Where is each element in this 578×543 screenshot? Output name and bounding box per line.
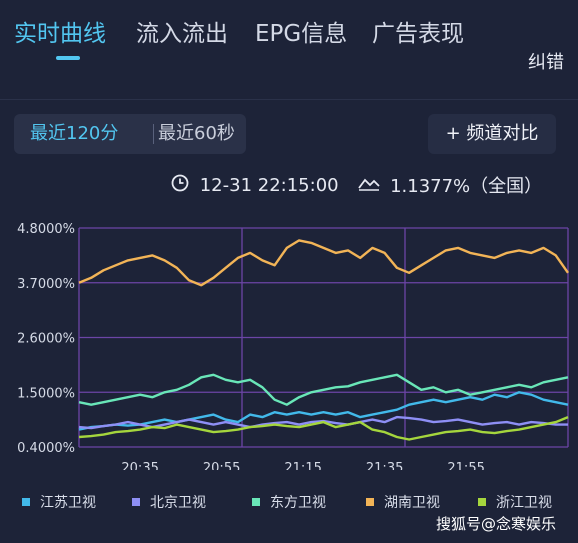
legend-item[interactable]: 浙江卫视 xyxy=(478,492,552,512)
legend-swatch xyxy=(252,498,260,506)
y-tick-label: 0.4000% xyxy=(17,441,75,456)
legend-item[interactable]: 江苏卫视 xyxy=(22,492,96,512)
tab-epg-info[interactable]: EPG信息 xyxy=(255,21,348,47)
legend-label: 江苏卫视 xyxy=(40,495,96,511)
time-range-selector: 最近120分 最近60秒 xyxy=(14,114,246,154)
tab-bar: 实时曲线 流入流出 EPG信息 广告表现 xyxy=(0,0,578,60)
series-line-2 xyxy=(78,373,569,406)
series-line-4 xyxy=(78,415,569,441)
channel-compare-button[interactable]: + 频道对比 xyxy=(428,114,556,154)
range-option-60-seconds[interactable]: 最近60秒 xyxy=(158,123,235,144)
segment-divider xyxy=(153,124,154,144)
correction-button[interactable]: 纠错 xyxy=(528,52,564,73)
y-tick-label: 4.8000% xyxy=(17,222,75,237)
clock-icon xyxy=(170,173,190,198)
y-tick-label: 1.5000% xyxy=(17,386,75,401)
x-tick-label: 21:55 xyxy=(447,461,484,470)
active-tab-indicator xyxy=(56,56,80,60)
legend-swatch xyxy=(478,498,486,506)
tab-realtime-curve[interactable]: 实时曲线 xyxy=(14,21,106,47)
legend-label: 湖南卫视 xyxy=(384,495,440,511)
x-tick-label: 21:35 xyxy=(366,461,403,470)
status-line: 12-31 22:15:00 1.1377%（全国） xyxy=(170,172,543,198)
legend-swatch xyxy=(22,498,30,506)
legend-label: 北京卫视 xyxy=(150,495,206,511)
legend-item[interactable]: 湖南卫视 xyxy=(366,492,440,512)
series-line-0 xyxy=(78,391,569,431)
watermark: 搜狐号@念寒娱乐 xyxy=(436,515,557,533)
y-tick-label: 3.7000% xyxy=(17,277,75,292)
range-option-120-minutes[interactable]: 最近120分 xyxy=(30,123,119,144)
tab-inflow-outflow[interactable]: 流入流出 xyxy=(136,21,228,47)
status-rating: 1.1377%（全国） xyxy=(390,176,543,197)
legend-label: 浙江卫视 xyxy=(496,495,552,511)
legend-swatch xyxy=(132,498,140,506)
x-tick-label: 20:55 xyxy=(203,461,240,470)
tab-ad-performance[interactable]: 广告表现 xyxy=(372,21,464,47)
legend-item[interactable]: 东方卫视 xyxy=(252,492,326,512)
rating-icon xyxy=(358,175,380,196)
series-line-3 xyxy=(78,239,569,287)
x-tick-label: 21:15 xyxy=(284,461,321,470)
legend-item[interactable]: 北京卫视 xyxy=(132,492,206,512)
legend-label: 东方卫视 xyxy=(270,495,326,511)
status-time: 12-31 22:15:00 xyxy=(199,174,339,196)
rating-line-chart: 0.4000% 1.5000% 2.6000% 3.7000% 4.8000% 20:35… xyxy=(17,222,569,470)
y-tick-label: 2.6000% xyxy=(17,332,75,347)
divider xyxy=(0,99,578,100)
x-tick-label: 20:35 xyxy=(121,461,158,470)
legend-swatch xyxy=(366,498,374,506)
